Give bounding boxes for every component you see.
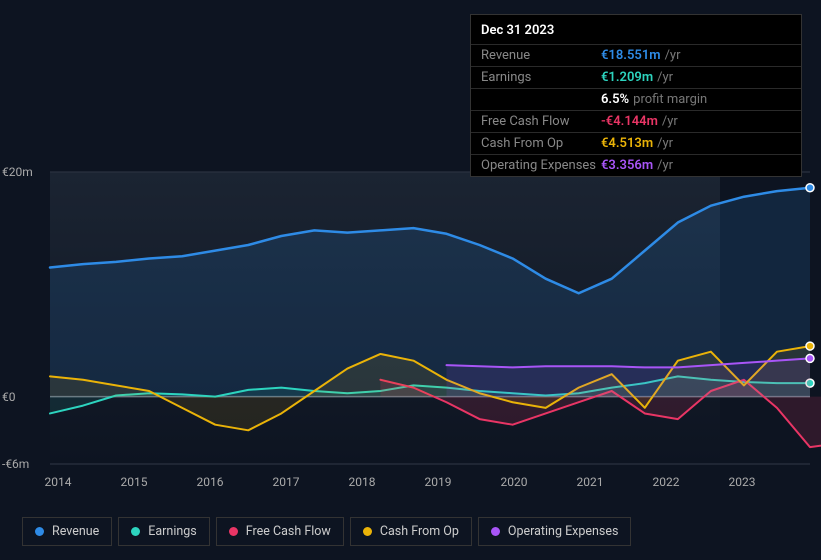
- legend-label: Earnings: [148, 524, 196, 539]
- y-axis-label: -€6m: [2, 457, 48, 471]
- tooltip-label: Operating Expenses: [481, 158, 601, 173]
- tooltip-row: Revenue€18.551m/yr: [471, 44, 801, 66]
- x-axis-label: 2014: [45, 475, 72, 489]
- legend-item-operating-expenses[interactable]: Operating Expenses: [478, 517, 632, 546]
- x-axis-label: 2021: [577, 475, 604, 489]
- tooltip-value: -€4.144m: [601, 114, 658, 129]
- tooltip-date: Dec 31 2023: [471, 15, 801, 44]
- financials-chart: €20m €0 -€6m 2014 2015 2016 2017 2018 2019 2020 2…: [0, 155, 821, 500]
- chart-legend: Revenue Earnings Free Cash Flow Cash From O…: [22, 517, 631, 546]
- tooltip-row: 6.5% profit margin: [471, 88, 801, 110]
- tooltip-suffix: /yr: [657, 158, 673, 173]
- x-axis-label: 2016: [197, 475, 224, 489]
- legend-dot: [131, 527, 140, 536]
- tooltip-row: Operating Expenses€3.356m/yr: [471, 154, 801, 176]
- tooltip-value: €1.209m: [601, 70, 653, 85]
- tooltip-value: €18.551m: [601, 48, 661, 63]
- x-axis-label: 2022: [653, 475, 680, 489]
- x-axis-label: 2018: [349, 475, 376, 489]
- tooltip-value: €4.513m: [601, 136, 653, 151]
- legend-dot: [363, 527, 372, 536]
- tooltip-row: Free Cash Flow-€4.144m/yr: [471, 110, 801, 132]
- legend-item-free-cash-flow[interactable]: Free Cash Flow: [216, 517, 344, 546]
- chart-tooltip: Dec 31 2023 Revenue€18.551m/yrEarnings€1…: [470, 14, 802, 177]
- legend-label: Free Cash Flow: [246, 524, 331, 539]
- legend-item-cash-from-op[interactable]: Cash From Op: [350, 517, 472, 546]
- tooltip-value: €3.356m: [601, 158, 653, 173]
- legend-dot: [491, 527, 500, 536]
- legend-item-earnings[interactable]: Earnings: [118, 517, 209, 546]
- legend-dot: [35, 527, 44, 536]
- tooltip-row: Cash From Op€4.513m/yr: [471, 132, 801, 154]
- tooltip-label: Revenue: [481, 48, 601, 63]
- x-axis-label: 2020: [501, 475, 528, 489]
- tooltip-suffix: /yr: [662, 114, 678, 129]
- y-axis-label: €0: [2, 390, 48, 404]
- tooltip-label: Free Cash Flow: [481, 114, 601, 129]
- x-axis-label: 2017: [273, 475, 300, 489]
- legend-label: Revenue: [52, 524, 99, 539]
- tooltip-suffix: /yr: [665, 48, 681, 63]
- legend-dot: [229, 527, 238, 536]
- tooltip-suffix: /yr: [657, 70, 673, 85]
- tooltip-suffix: profit margin: [633, 92, 707, 107]
- x-axis-label: 2015: [121, 475, 148, 489]
- legend-item-revenue[interactable]: Revenue: [22, 517, 112, 546]
- tooltip-row: Earnings€1.209m/yr: [471, 66, 801, 88]
- tooltip-label: Earnings: [481, 70, 601, 85]
- x-axis-label: 2019: [425, 475, 452, 489]
- tooltip-suffix: /yr: [657, 136, 673, 151]
- y-axis-label: €20m: [2, 165, 48, 179]
- legend-label: Cash From Op: [380, 524, 459, 539]
- legend-label: Operating Expenses: [508, 524, 619, 539]
- tooltip-value: 6.5%: [601, 92, 629, 107]
- tooltip-label: Cash From Op: [481, 136, 601, 151]
- x-axis-label: 2023: [729, 475, 756, 489]
- chart-plot-area[interactable]: [50, 172, 810, 464]
